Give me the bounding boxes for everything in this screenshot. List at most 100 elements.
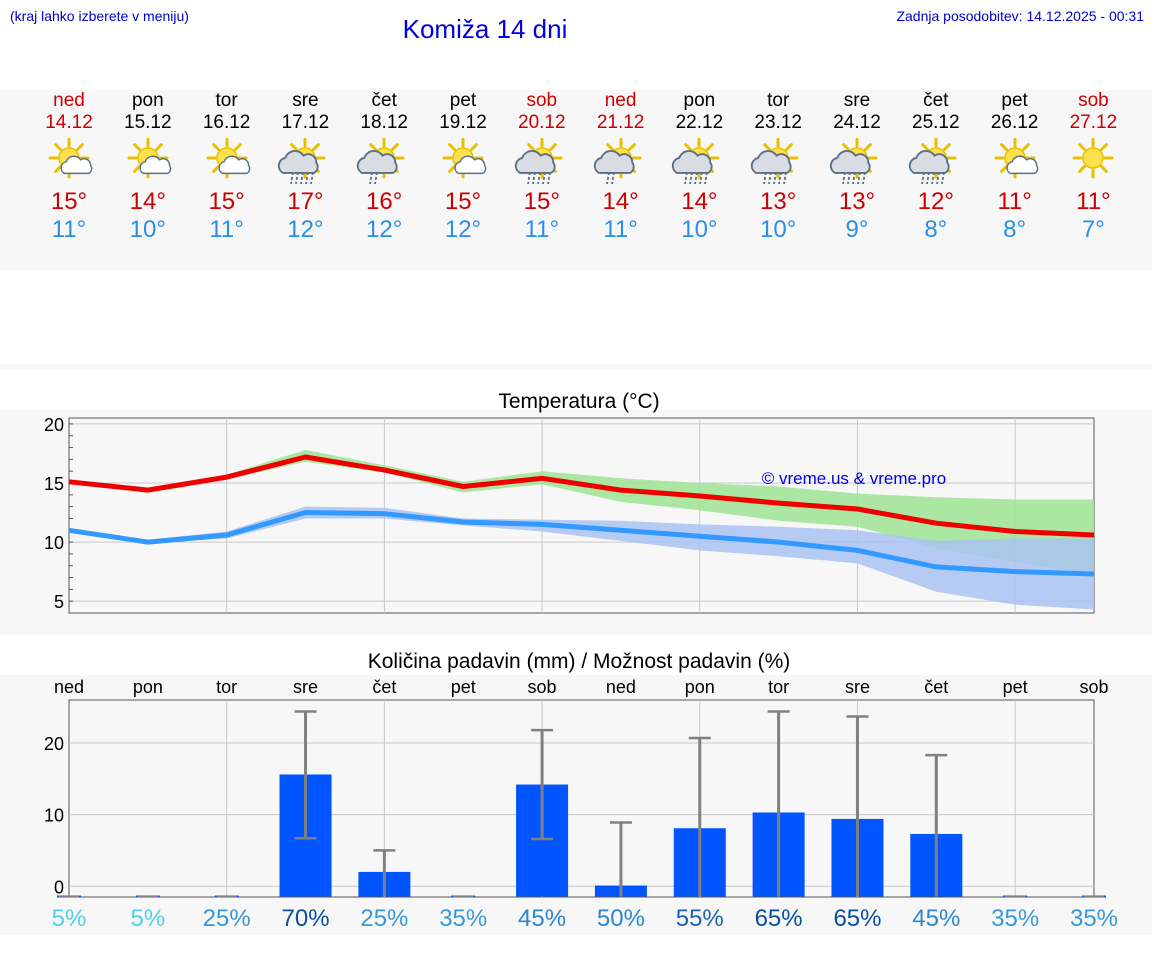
y-tick-label: 10 xyxy=(44,533,64,553)
max-temperature-band xyxy=(69,449,1094,574)
min-temperature: 12° xyxy=(444,216,482,243)
sun-cloud-icon xyxy=(127,138,172,179)
day-column: sre 24.12 13° 9° xyxy=(818,90,897,244)
day-name: ned xyxy=(53,90,85,111)
last-updated: Zadnja posodobitev: 14.12.2025 - 00:31 xyxy=(896,8,1144,24)
max-temperature: 11° xyxy=(1076,188,1111,215)
sun-cloud-icon xyxy=(442,138,487,179)
max-temperature-line xyxy=(68,454,1095,538)
precipitation-chart: Količina padavin (mm) / Možnost padavin … xyxy=(44,650,1118,932)
y-tick-label: 15 xyxy=(44,474,64,494)
min-temperature: 11° xyxy=(209,216,244,243)
day-label: tor xyxy=(768,677,789,697)
day-name: čet xyxy=(923,90,949,111)
min-temperature-line xyxy=(68,510,1095,577)
day-column: pet 19.12 15° 12° xyxy=(424,90,503,244)
min-temperature: 10° xyxy=(129,216,166,243)
day-label: sob xyxy=(528,677,557,697)
day-name: sob xyxy=(526,90,558,111)
day-date: 18.12 xyxy=(360,112,408,133)
sun-cloud-icon xyxy=(206,138,250,179)
y-tick-label: 0 xyxy=(54,877,64,897)
day-date: 25.12 xyxy=(912,112,960,133)
day-column: ned 21.12 14° 11° xyxy=(581,90,660,244)
sun-cloud-rain-icon xyxy=(278,138,326,185)
sun-cloud-rain-icon xyxy=(829,138,878,185)
day-column: pet 26.12 11° 8° xyxy=(975,90,1054,244)
day-name: čet xyxy=(371,90,397,111)
y-tick-label: 5 xyxy=(54,592,64,612)
day-name: sre xyxy=(292,90,319,111)
min-temperature: 11° xyxy=(524,216,560,243)
day-date: 20.12 xyxy=(518,112,566,133)
min-temperature: 8° xyxy=(924,216,948,243)
max-temperature: 15° xyxy=(50,188,88,215)
day-date: 26.12 xyxy=(990,112,1039,133)
precipitation-probability: 65% xyxy=(755,905,803,932)
day-name: pet xyxy=(1001,90,1028,111)
day-date: 23.12 xyxy=(754,112,802,133)
day-name: sob xyxy=(1078,90,1109,111)
day-label: pon xyxy=(685,677,715,697)
sun-cloud-icon xyxy=(48,138,93,179)
precipitation-probability: 45% xyxy=(912,905,960,932)
divider xyxy=(0,364,1152,370)
precipitation-probability: 50% xyxy=(597,905,645,932)
day-label: pet xyxy=(451,677,476,697)
sun-cloud-rain-icon xyxy=(514,138,563,185)
day-date: 24.12 xyxy=(833,112,881,133)
day-column: tor 16.12 15° 11° xyxy=(187,90,266,244)
max-temperature: 15° xyxy=(523,188,560,215)
max-temperature: 12° xyxy=(917,188,954,215)
day-column: čet 25.12 12° 8° xyxy=(896,90,975,244)
max-temperature: 15° xyxy=(444,188,482,215)
max-temperature: 15° xyxy=(208,188,245,215)
day-date: 17.12 xyxy=(281,112,330,133)
precipitation-probability: 45% xyxy=(518,905,566,932)
day-date: 19.12 xyxy=(439,112,487,133)
precipitation-probability: 70% xyxy=(282,905,330,932)
max-temperature: 16° xyxy=(366,188,403,215)
day-column: čet 18.12 16° 12° xyxy=(345,90,424,244)
temperature-chart: Temperatura (°C) 5 10 15 20 © vreme.us & vrem… xyxy=(44,390,1095,614)
watermark: © vreme.us & vreme.pro xyxy=(762,469,946,488)
precipitation-chart-title: Količina padavin (mm) / Možnost padavin … xyxy=(368,650,791,673)
precipitation-probability: 35% xyxy=(991,905,1039,932)
y-tick-label: 20 xyxy=(44,734,64,754)
day-date: 15.12 xyxy=(124,112,172,133)
precipitation-probability: 65% xyxy=(833,905,881,932)
day-column: pon 22.12 14° 10° xyxy=(660,90,739,244)
max-temperature: 11° xyxy=(997,188,1032,215)
min-temperature: 10° xyxy=(760,216,797,243)
max-temperature: 14° xyxy=(681,188,718,215)
sun-cloud-rain-icon xyxy=(672,138,720,185)
sun-cloud-drizzle-icon xyxy=(357,138,405,185)
y-tick-label: 20 xyxy=(44,415,64,435)
day-label: sob xyxy=(1079,677,1108,697)
min-temperature: 11° xyxy=(51,216,87,243)
sun-cloud-rain-icon xyxy=(908,138,957,185)
day-label: pon xyxy=(133,677,163,697)
day-name: pon xyxy=(683,90,716,111)
min-temperature-band xyxy=(69,506,1094,610)
day-label: pet xyxy=(1003,677,1028,697)
day-column: tor 23.12 13° 10° xyxy=(739,90,818,244)
min-temperature: 12° xyxy=(366,216,403,243)
precipitation-probability: 55% xyxy=(676,905,724,932)
day-column: ned 14.12 15° 11° xyxy=(30,90,109,244)
day-date: 22.12 xyxy=(675,112,724,133)
y-tick-label: 10 xyxy=(44,806,64,826)
forecast-band xyxy=(0,90,1152,270)
day-label: sre xyxy=(293,677,318,697)
day-label: tor xyxy=(216,677,237,697)
day-name: tor xyxy=(767,90,790,111)
min-temperature: 7° xyxy=(1081,216,1105,243)
min-temperature: 12° xyxy=(287,216,324,243)
precipitation-probability: 25% xyxy=(360,905,408,932)
day-label: čet xyxy=(924,677,948,697)
day-name: pet xyxy=(449,90,477,111)
day-name: sre xyxy=(843,90,871,111)
location-hint: (kraj lahko izberete v meniju) xyxy=(10,8,189,24)
max-temperature: 14° xyxy=(129,188,166,215)
page-title: Komiža 14 dni xyxy=(402,14,568,44)
